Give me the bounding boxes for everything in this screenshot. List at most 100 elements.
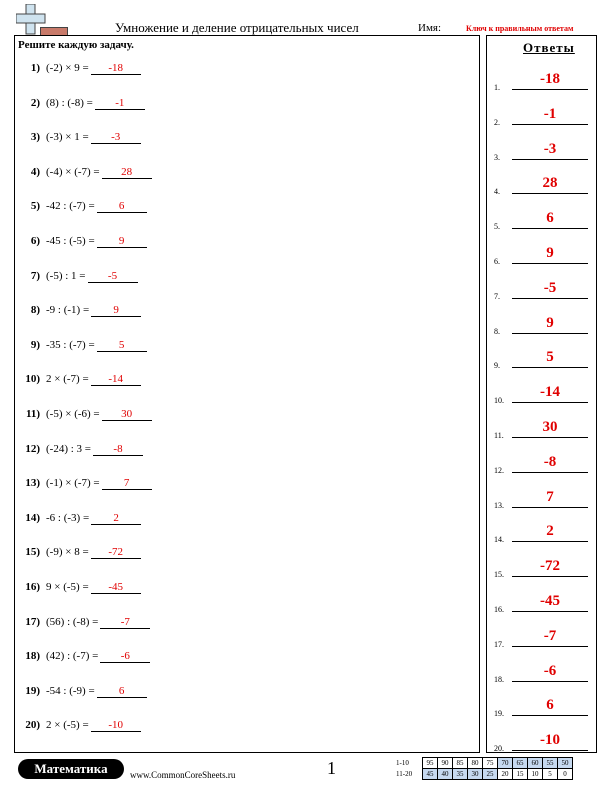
problem-number: 20) bbox=[25, 719, 40, 732]
score-row: 11-20 45 40 35 30 25 20 15 10 5 0 bbox=[396, 768, 573, 780]
problem-expression: (56) : (-8) = bbox=[46, 615, 99, 628]
score-cell: 60 bbox=[527, 757, 543, 769]
answer-key-item: 1. -18 bbox=[494, 70, 594, 92]
site-url: www.CommonCoreSheets.ru bbox=[130, 770, 236, 780]
problem-answer[interactable]: -72 bbox=[90, 546, 141, 560]
problem-answer[interactable]: 28 bbox=[101, 166, 152, 179]
answer-line bbox=[512, 715, 588, 717]
answer-key-item: 20. -10 bbox=[494, 731, 594, 753]
answer-key-value: 6 bbox=[546, 697, 554, 714]
problem-row: 12) (-24) : 3 = -8 bbox=[20, 443, 143, 461]
problem-expression: -9 : (-1) = bbox=[46, 304, 90, 317]
problem-expression: -54 : (-9) = bbox=[46, 684, 95, 697]
answer-key-value: 9 bbox=[546, 245, 554, 261]
problem-answer[interactable]: 6 bbox=[96, 200, 147, 214]
answer-key-number: 16. bbox=[494, 605, 504, 614]
answer-key-item: 8. 9 bbox=[494, 314, 594, 336]
answer-line bbox=[512, 263, 588, 264]
problem-expression: -6 : (-3) = bbox=[46, 511, 90, 524]
problem-row: 13) (-1) × (-7) = 7 bbox=[20, 477, 152, 495]
problem-answer[interactable]: -1 bbox=[94, 97, 145, 110]
problem-number: 9) bbox=[30, 338, 40, 351]
answer-key-number: 13. bbox=[494, 500, 504, 510]
problem-answer[interactable]: -8 bbox=[93, 443, 143, 456]
problem-answer[interactable]: -18 bbox=[90, 62, 141, 75]
answer-key-value: -1 bbox=[543, 105, 557, 122]
problem-number: 16) bbox=[25, 581, 40, 593]
answer-key-value: 7 bbox=[546, 488, 554, 505]
answer-key-number: 6. bbox=[494, 257, 500, 266]
problem-answer[interactable]: 30 bbox=[101, 408, 152, 421]
problem-answer[interactable]: -14 bbox=[90, 373, 141, 387]
answer-line bbox=[512, 645, 588, 647]
answer-key-value: 2 bbox=[546, 523, 554, 540]
score-row: 1-10 95 90 85 80 75 70 65 60 55 50 bbox=[396, 757, 573, 769]
problem-row: 4) (-4) × (-7) = 28 bbox=[20, 166, 152, 184]
problem-expression: 2 × (-5) = bbox=[46, 719, 89, 732]
answer-line bbox=[512, 228, 588, 230]
problem-row: 2) (8) : (-8) = -1 bbox=[20, 97, 145, 115]
problem-answer[interactable]: 2 bbox=[91, 512, 142, 525]
answer-key-item: 6. 9 bbox=[494, 244, 594, 266]
problem-answer[interactable]: 9 bbox=[91, 304, 142, 318]
answer-key-number: 5. bbox=[494, 222, 500, 232]
problem-number: 7) bbox=[30, 269, 40, 282]
problem-answer[interactable]: 9 bbox=[96, 235, 147, 248]
problem-answer[interactable]: -7 bbox=[100, 616, 151, 629]
score-cell: 70 bbox=[497, 757, 513, 769]
problem-number: 13) bbox=[25, 477, 40, 490]
answer-line bbox=[512, 402, 588, 404]
score-cell: 15 bbox=[512, 768, 528, 780]
problem-row: 14) -6 : (-3) = 2 bbox=[20, 511, 142, 530]
problem-expression: (-2) × 9 = bbox=[46, 62, 89, 74]
score-table: 1-10 95 90 85 80 75 70 65 60 55 50 11-20 45 40 35 30 25 2… bbox=[396, 757, 573, 780]
score-cell: 40 bbox=[437, 768, 453, 780]
answer-line bbox=[512, 297, 588, 299]
answer-line bbox=[512, 680, 588, 682]
answer-key-value: -7 bbox=[543, 627, 557, 644]
score-cell: 5 bbox=[542, 768, 558, 780]
problem-row: 20) 2 × (-5) = -10 bbox=[20, 719, 141, 737]
answer-key-item: 16. -45 bbox=[494, 592, 594, 614]
answer-key-number: 4. bbox=[494, 187, 500, 197]
answer-line bbox=[512, 89, 588, 90]
score-cell: 80 bbox=[467, 757, 483, 769]
problem-answer[interactable]: -10 bbox=[90, 719, 141, 733]
answer-key-item: 10. -14 bbox=[494, 383, 594, 405]
problem-row: 19) -54 : (-9) = 6 bbox=[20, 685, 147, 703]
answer-key-number: 9. bbox=[494, 361, 500, 371]
answer-line bbox=[512, 332, 588, 334]
score-cell: 10 bbox=[527, 768, 543, 780]
answer-key-item: 18. -6 bbox=[494, 662, 594, 684]
problem-number: 10) bbox=[25, 373, 40, 386]
problem-answer[interactable]: -5 bbox=[87, 270, 138, 283]
problem-answer[interactable]: 5 bbox=[96, 339, 147, 352]
worksheet-logo bbox=[15, 3, 68, 38]
answer-key-number: 20. bbox=[494, 744, 504, 754]
answer-key-value: -18 bbox=[540, 71, 560, 87]
worksheet-title: Умножение и деление отрицательных чисел bbox=[115, 20, 359, 35]
problem-expression: (-9) × 8 = bbox=[46, 546, 89, 559]
problem-answer[interactable]: 6 bbox=[96, 685, 147, 698]
page-number: 1 bbox=[327, 758, 336, 778]
answer-key-number: 1. bbox=[494, 83, 500, 92]
problem-number: 8) bbox=[30, 304, 40, 317]
problem-row: 7) (-5) : 1 = -5 bbox=[20, 270, 138, 288]
problem-answer[interactable]: 7 bbox=[101, 477, 152, 491]
score-cell: 55 bbox=[542, 757, 558, 769]
problem-number: 4) bbox=[30, 165, 40, 178]
problem-number: 2) bbox=[30, 96, 40, 109]
problem-answer[interactable]: -3 bbox=[90, 131, 141, 145]
problem-answer[interactable]: -45 bbox=[90, 581, 141, 594]
problem-number: 3) bbox=[30, 131, 40, 144]
answer-key-value: 30 bbox=[542, 419, 558, 435]
score-cell: 45 bbox=[422, 768, 438, 780]
problem-row: 10) 2 × (-7) = -14 bbox=[20, 373, 141, 391]
problem-answer[interactable]: -6 bbox=[100, 650, 151, 664]
problem-number: 6) bbox=[30, 235, 40, 247]
answer-line bbox=[512, 541, 588, 543]
problem-expression: -45 : (-5) = bbox=[46, 235, 95, 247]
problem-expression: (42) : (-7) = bbox=[46, 650, 99, 663]
answers-title: Ответы bbox=[523, 40, 575, 55]
answer-key-number: 17. bbox=[494, 639, 504, 649]
